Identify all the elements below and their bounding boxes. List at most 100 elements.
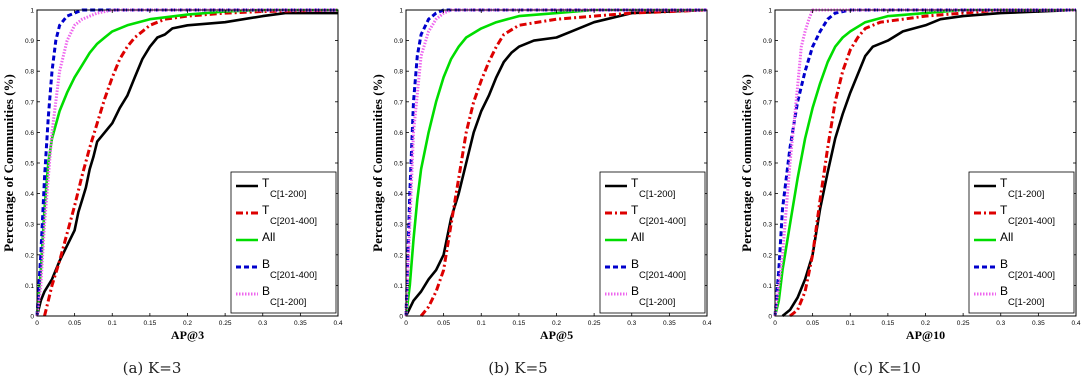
y-tick-label: 0.8 <box>25 69 34 76</box>
y-tick-label: 0.7 <box>763 99 772 106</box>
y-axis-label: Percentage of Communities (%) <box>370 74 385 252</box>
x-tick-label: 0.35 <box>663 320 676 327</box>
y-tick-label: 0.7 <box>25 99 34 106</box>
y-tick-label: 0.2 <box>25 252 34 259</box>
y-tick-label: 0.3 <box>763 222 772 229</box>
legend-label-4: B <box>631 257 639 271</box>
y-tick-label: 0.4 <box>394 191 403 198</box>
x-tick-label: 0.2 <box>921 320 930 327</box>
series-line-5 <box>35 8 338 317</box>
legend-label-2: T <box>631 203 639 217</box>
legend-sublabel-2: C[201-400] <box>270 216 317 227</box>
legend-label-1: T <box>1000 176 1008 190</box>
y-tick-label: 0 <box>399 314 403 321</box>
x-tick-label: 0.25 <box>957 320 970 327</box>
legend-label-1: T <box>631 176 639 190</box>
x-tick-label: 0.1 <box>108 320 117 327</box>
legend: TC[1-200]TC[201-400]AllBC[201-400]BC[1-2… <box>599 171 706 314</box>
chart-panel-3: 0 0.05 0.1 0.15 0.2 0.25 0.3 0.35 0.4 0 0.1 0.2 0.3 0… <box>739 8 1081 378</box>
legend-sublabel-1: C[1-200] <box>639 189 675 200</box>
y-tick-label: 0.2 <box>763 252 772 259</box>
x-axis-label: AP@5 <box>540 328 573 342</box>
legend-sublabel-4: C[201-400] <box>1008 270 1055 281</box>
y-tick-label: 0.5 <box>394 161 403 168</box>
panel-caption: (c) K=10 <box>853 359 921 377</box>
y-tick-label: 0.5 <box>763 161 772 168</box>
legend-sublabel-1: C[1-200] <box>270 189 306 200</box>
x-tick-label: 0.35 <box>294 320 307 327</box>
y-tick-label: 0 <box>30 314 34 321</box>
x-tick-label: 0.4 <box>702 320 711 327</box>
x-tick-label: 0 <box>404 320 408 327</box>
y-tick-label: 0.7 <box>394 99 403 106</box>
y-tick-label: 0.6 <box>394 130 403 137</box>
legend: TC[1-200]TC[201-400]AllBC[201-400]BC[1-2… <box>968 171 1075 314</box>
panel-caption: (b) K=5 <box>488 359 547 377</box>
legend-label-4: B <box>262 257 270 271</box>
x-tick-label: 0 <box>773 320 777 327</box>
x-axis-label: AP@10 <box>906 328 945 342</box>
x-tick-label: 0.15 <box>513 320 526 327</box>
series-line-3 <box>773 8 1076 317</box>
x-tick-label: 0.4 <box>1071 320 1080 327</box>
legend-label-5: B <box>631 284 639 298</box>
x-tick-label: 0.2 <box>552 320 561 327</box>
y-tick-label: 0.4 <box>25 191 34 198</box>
legend-box <box>968 171 1075 314</box>
x-tick-label: 0.3 <box>627 320 636 327</box>
legend-sublabel-5: C[1-200] <box>270 297 306 308</box>
x-tick-label: 0.1 <box>846 320 855 327</box>
legend-label-5: B <box>262 284 270 298</box>
series-line-1 <box>781 8 1077 318</box>
y-tick-label: 0.8 <box>763 69 772 76</box>
legend-label-2: T <box>1000 203 1008 217</box>
y-axis-label: Percentage of Communities (%) <box>1 74 16 252</box>
legend-sublabel-2: C[201-400] <box>639 216 686 227</box>
chart-panel-1: 0 0.05 0.1 0.15 0.2 0.25 0.3 0.35 0.4 0 0.1 0.2 0.3 0… <box>1 8 343 378</box>
y-tick-label: 1 <box>30 8 34 15</box>
y-tick-label: 0.6 <box>763 130 772 137</box>
x-tick-label: 0.05 <box>437 320 450 327</box>
x-tick-label: 0 <box>35 320 39 327</box>
y-tick-label: 0.3 <box>25 222 34 229</box>
series-line-2 <box>789 8 1076 318</box>
legend-label-3: All <box>631 230 644 244</box>
series-line-3 <box>404 8 707 317</box>
series-line-2 <box>419 8 708 317</box>
legend-sublabel-5: C[1-200] <box>1008 297 1044 308</box>
x-tick-label: 0.05 <box>68 320 81 327</box>
x-tick-label: 0.25 <box>219 320 232 327</box>
x-tick-label: 0.25 <box>588 320 601 327</box>
legend-box <box>599 171 706 314</box>
chart-panel-2: 0 0.05 0.1 0.15 0.2 0.25 0.3 0.35 0.4 0 0.1 0.2 0.3 0… <box>370 8 712 378</box>
y-tick-label: 0.5 <box>25 161 34 168</box>
legend-box <box>230 171 337 314</box>
x-tick-label: 0.15 <box>144 320 157 327</box>
legend: TC[1-200]TC[201-400]AllBC[201-400]BC[1-2… <box>230 171 337 314</box>
y-tick-label: 0.2 <box>394 252 403 259</box>
y-tick-label: 0.4 <box>763 191 772 198</box>
series-line-5 <box>773 8 1076 317</box>
legend-sublabel-5: C[1-200] <box>639 297 675 308</box>
legend-label-2: T <box>262 203 270 217</box>
legend-sublabel-1: C[1-200] <box>1008 189 1044 200</box>
y-tick-label: 0.8 <box>394 69 403 76</box>
y-tick-label: 0.9 <box>763 38 772 45</box>
series-line-4 <box>35 8 338 317</box>
legend-label-4: B <box>1000 257 1008 271</box>
y-tick-label: 0.1 <box>25 283 34 290</box>
series-line-1 <box>404 8 708 317</box>
legend-sublabel-4: C[201-400] <box>639 270 686 281</box>
x-axis-label: AP@3 <box>171 328 204 342</box>
series-line-5 <box>404 8 707 317</box>
y-tick-label: 0.1 <box>394 283 403 290</box>
y-axis-label: Percentage of Communities (%) <box>739 74 754 252</box>
legend-sublabel-4: C[201-400] <box>270 270 317 281</box>
y-tick-label: 0 <box>768 314 772 321</box>
x-tick-label: 0.3 <box>996 320 1005 327</box>
y-tick-label: 0.6 <box>25 130 34 137</box>
series-group <box>35 8 339 317</box>
y-tick-label: 0.9 <box>25 38 34 45</box>
x-tick-label: 0.35 <box>1032 320 1045 327</box>
